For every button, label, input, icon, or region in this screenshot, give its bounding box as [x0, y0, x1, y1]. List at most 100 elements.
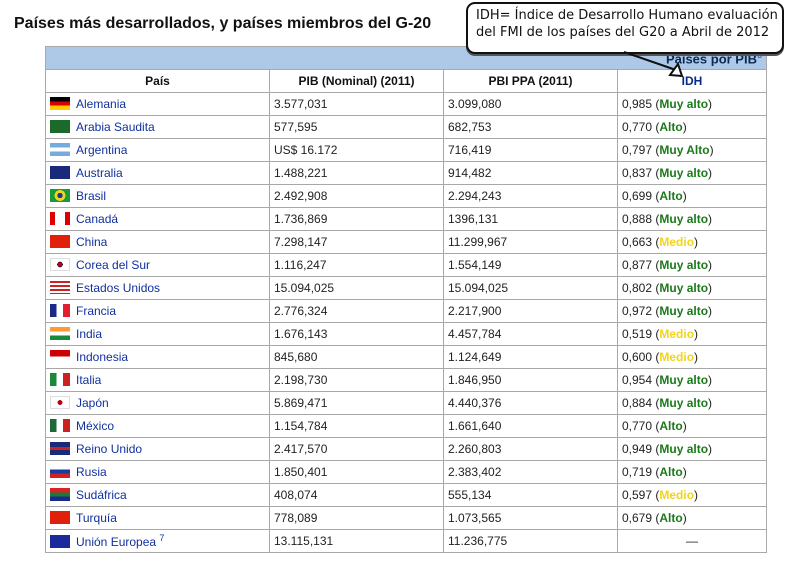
country-link[interactable]: México: [76, 419, 115, 433]
pbi-ppa-cell: 2.260,803: [443, 437, 618, 461]
argentina-flag-icon: [50, 143, 70, 156]
table-row: Brasil 2.492,908 2.294,243 0,699 (Alto): [45, 184, 767, 208]
pbi-ppa-cell: 1.661,640: [443, 414, 618, 438]
pbi-ppa-cell: 1.124,649: [443, 345, 618, 369]
country-cell: México: [45, 414, 270, 438]
table-row: India 1.676,143 4.457,784 0,519 (Medio): [45, 322, 767, 346]
pbi-ppa-cell: 716,419: [443, 138, 618, 162]
country-cell: Sudáfrica: [45, 483, 270, 507]
country-link[interactable]: Reino Unido: [76, 442, 143, 456]
mexico-flag-icon: [50, 419, 70, 432]
country-link[interactable]: Alemania: [76, 97, 127, 111]
pbi-ppa-cell: 682,753: [443, 115, 618, 139]
column-header-idh[interactable]: IDH: [617, 69, 767, 93]
country-link[interactable]: Sudáfrica: [76, 488, 127, 502]
pib-nominal-cell: 1.736,869: [269, 207, 444, 231]
idh-callout-note: IDH= Índice de Desarrollo Humano evaluac…: [466, 2, 784, 54]
country-link[interactable]: Indonesia: [76, 350, 129, 364]
idh-value: 0,770: [622, 419, 653, 433]
table-row: Unión Europea 7 13.115,131 11.236,775—: [45, 529, 767, 553]
country-cell: India: [45, 322, 270, 346]
country-link[interactable]: Brasil: [76, 189, 107, 203]
country-cell: Reino Unido: [45, 437, 270, 461]
idh-value: 0,519: [622, 327, 653, 341]
column-header-country[interactable]: País: [45, 69, 270, 93]
table-row: Corea del Sur 1.116,247 1.554,149 0,877 (Mu…: [45, 253, 767, 277]
idh-level: Muy alto: [659, 281, 709, 295]
eu-flag-icon: [50, 535, 70, 548]
idh-cell: —: [617, 529, 767, 553]
idh-level: Medio: [659, 488, 695, 502]
idh-value: 0,597: [622, 488, 653, 502]
pib-nominal-cell: 1.676,143: [269, 322, 444, 346]
country-cell: Rusia: [45, 460, 270, 484]
country-link[interactable]: India: [76, 327, 103, 341]
caption-reference-link[interactable]: 6: [756, 49, 762, 60]
page-title: Países más desarrollados, y países miemb…: [14, 15, 432, 32]
pbi-ppa-cell: 555,134: [443, 483, 618, 507]
idh-value: 0,797: [622, 143, 653, 157]
idh-level: Muy alto: [659, 373, 709, 387]
idh-value: 0,954: [622, 373, 653, 387]
pib-nominal-cell: 1.116,247: [269, 253, 444, 277]
table-row: Reino Unido 2.417,570 2.260,803 0,949 (Muy …: [45, 437, 767, 461]
idh-empty-value: —: [686, 534, 698, 548]
country-link[interactable]: Turquía: [76, 511, 117, 525]
idh-value: 0,888: [622, 212, 653, 226]
column-header-pbi-ppa[interactable]: PBI PPA (2011): [443, 69, 618, 93]
uk-flag-icon: [50, 442, 70, 455]
idh-level: Muy alto: [659, 97, 709, 111]
country-link[interactable]: Rusia: [76, 465, 107, 479]
table-row: Turquía 778,089 1.073,565 0,679 (Alto): [45, 506, 767, 530]
pib-nominal-cell: 778,089: [269, 506, 444, 530]
country-cell: Indonesia: [45, 345, 270, 369]
pib-nominal-cell: 15.094,025: [269, 276, 444, 300]
idh-cell: 0,719 (Alto): [617, 460, 767, 484]
idh-level: Muy alto: [659, 396, 709, 410]
country-link[interactable]: Arabia Saudita: [76, 120, 155, 134]
country-link[interactable]: Estados Unidos: [76, 281, 161, 295]
idh-cell: 0,802 (Muy alto): [617, 276, 767, 300]
idh-level: Alto: [659, 419, 683, 433]
country-cell: Unión Europea 7: [45, 529, 270, 553]
pbi-ppa-cell: 4.457,784: [443, 322, 618, 346]
table-row: Italia 2.198,730 1.846,950 0,954 (Muy alto): [45, 368, 767, 392]
idh-level: Medio: [659, 327, 695, 341]
column-header-pib-nominal[interactable]: PIB (Nominal) (2011): [269, 69, 444, 93]
country-cell: Brasil: [45, 184, 270, 208]
pib-nominal-cell: 1.488,221: [269, 161, 444, 185]
pbi-ppa-cell: 1396,131: [443, 207, 618, 231]
table-row: Estados Unidos 15.094,025 15.094,025 0,802 …: [45, 276, 767, 300]
idh-value: 0,600: [622, 350, 653, 364]
pib-nominal-cell: 2.417,570: [269, 437, 444, 461]
table-row: Indonesia 845,680 1.124,649 0,600 (Medio): [45, 345, 767, 369]
country-link[interactable]: Australia: [76, 166, 123, 180]
country-cell: Turquía: [45, 506, 270, 530]
pib-nominal-cell: 2.776,324: [269, 299, 444, 323]
table-row: Argentina US$ 16.172 716,419 0,797 (Muy Alt…: [45, 138, 767, 162]
idh-level: Muy Alto: [659, 143, 710, 157]
country-reference-link[interactable]: 7: [159, 533, 165, 543]
country-link[interactable]: Unión Europea: [76, 535, 157, 549]
country-link[interactable]: Argentina: [76, 143, 128, 157]
country-cell: Australia: [45, 161, 270, 185]
idh-cell: 0,954 (Muy alto): [617, 368, 767, 392]
idh-cell: 0,985 (Muy alto): [617, 92, 767, 116]
idh-level: Alto: [659, 120, 683, 134]
country-link[interactable]: Italia: [76, 373, 102, 387]
russia-flag-icon: [50, 465, 70, 478]
country-cell: Corea del Sur: [45, 253, 270, 277]
idh-value: 0,679: [622, 511, 653, 525]
turkey-flag-icon: [50, 511, 70, 524]
country-link[interactable]: China: [76, 235, 108, 249]
country-cell: Argentina: [45, 138, 270, 162]
country-link[interactable]: Corea del Sur: [76, 258, 151, 272]
idh-level: Muy alto: [659, 212, 709, 226]
country-link[interactable]: Francia: [76, 304, 117, 318]
country-link[interactable]: Canadá: [76, 212, 119, 226]
pbi-ppa-cell: 11.299,967: [443, 230, 618, 254]
pib-nominal-cell: US$ 16.172: [269, 138, 444, 162]
brazil-flag-icon: [50, 189, 70, 202]
g20-table: Países por PIB6 País PIB (Nominal) (2011…: [45, 46, 767, 553]
country-link[interactable]: Japón: [76, 396, 109, 410]
